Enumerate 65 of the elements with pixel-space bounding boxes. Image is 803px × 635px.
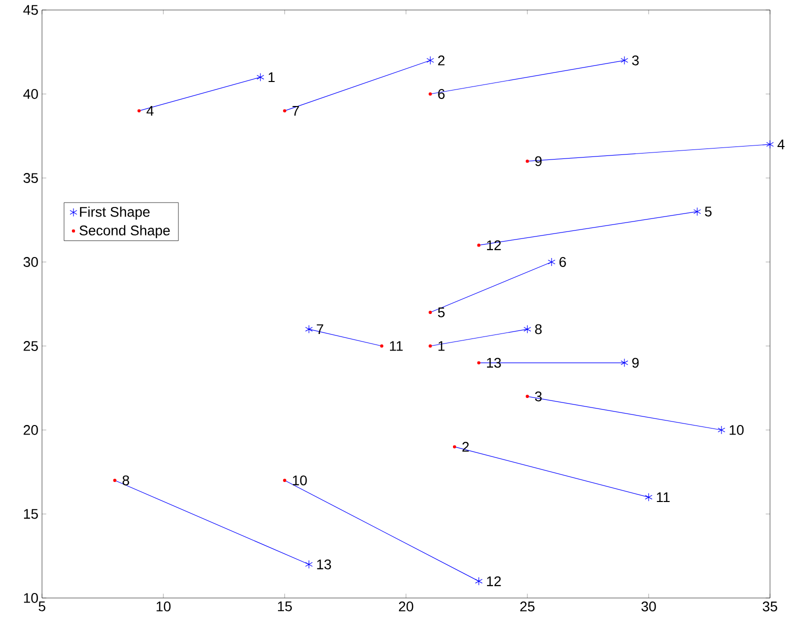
point: [305, 560, 313, 569]
x-tick-label: 25: [520, 602, 535, 612]
annotation: 3: [632, 55, 639, 66]
point: [428, 310, 432, 314]
annotation: 11: [656, 492, 670, 502]
annotation: 10: [730, 425, 744, 435]
legend-label: Second Shape: [80, 225, 170, 238]
point: [477, 361, 480, 364]
x-tick-label: 10: [156, 602, 171, 612]
annotation: 9: [632, 358, 639, 368]
annotation: 12: [487, 576, 501, 586]
annotation: 1: [268, 72, 275, 82]
point: [526, 160, 529, 163]
point: [526, 394, 529, 398]
y-tick-label: 20: [24, 425, 38, 435]
annotation: 5: [438, 308, 445, 318]
annotation: 4: [146, 106, 154, 116]
x-tick-label: 30: [641, 602, 656, 612]
annotation: 8: [122, 475, 130, 486]
x-tick-label: 5: [38, 602, 46, 612]
point: [137, 109, 141, 112]
annotation: 2: [462, 442, 469, 452]
annotation: 11: [390, 341, 403, 351]
annotation: 6: [559, 257, 566, 267]
point: [428, 92, 432, 96]
x-tick-label: 20: [398, 602, 414, 612]
point: [693, 207, 701, 216]
y-tick-label: 25: [24, 341, 38, 351]
annotation: 4: [777, 140, 785, 150]
point: [305, 324, 313, 334]
annotation: 13: [317, 559, 332, 570]
y-tick-label: 35: [23, 173, 38, 183]
point: [380, 344, 384, 348]
point: [452, 445, 456, 448]
y-tick-label: 10: [24, 593, 38, 603]
point: [718, 426, 726, 434]
annotation: 6: [438, 89, 445, 99]
point: [524, 324, 532, 334]
x-tick-label: 35: [762, 602, 778, 612]
x-tick-label: 15: [278, 602, 292, 612]
point: [283, 109, 286, 112]
point: [620, 358, 628, 368]
point: [283, 478, 286, 482]
point: [428, 344, 432, 348]
annotation: 10: [292, 475, 307, 486]
annotation: 7: [292, 106, 299, 116]
annotation: 2: [438, 56, 445, 66]
annotation: 12: [487, 240, 501, 250]
point: [426, 56, 434, 65]
point: [477, 244, 480, 247]
point: [644, 492, 652, 502]
y-tick-label: 15: [24, 509, 38, 519]
y-tick-label: 45: [23, 5, 38, 15]
annotation: 1: [438, 341, 445, 351]
y-tick-label: 40: [23, 89, 38, 99]
point: [475, 576, 483, 586]
point: [620, 56, 628, 65]
y-tick-label: 30: [23, 257, 38, 267]
annotation: 8: [535, 324, 542, 334]
annotation: 5: [704, 206, 712, 216]
point: [548, 258, 556, 266]
legend-label: First Shape: [80, 206, 150, 220]
point: [766, 140, 774, 149]
point: [256, 72, 264, 82]
point: [113, 478, 116, 482]
